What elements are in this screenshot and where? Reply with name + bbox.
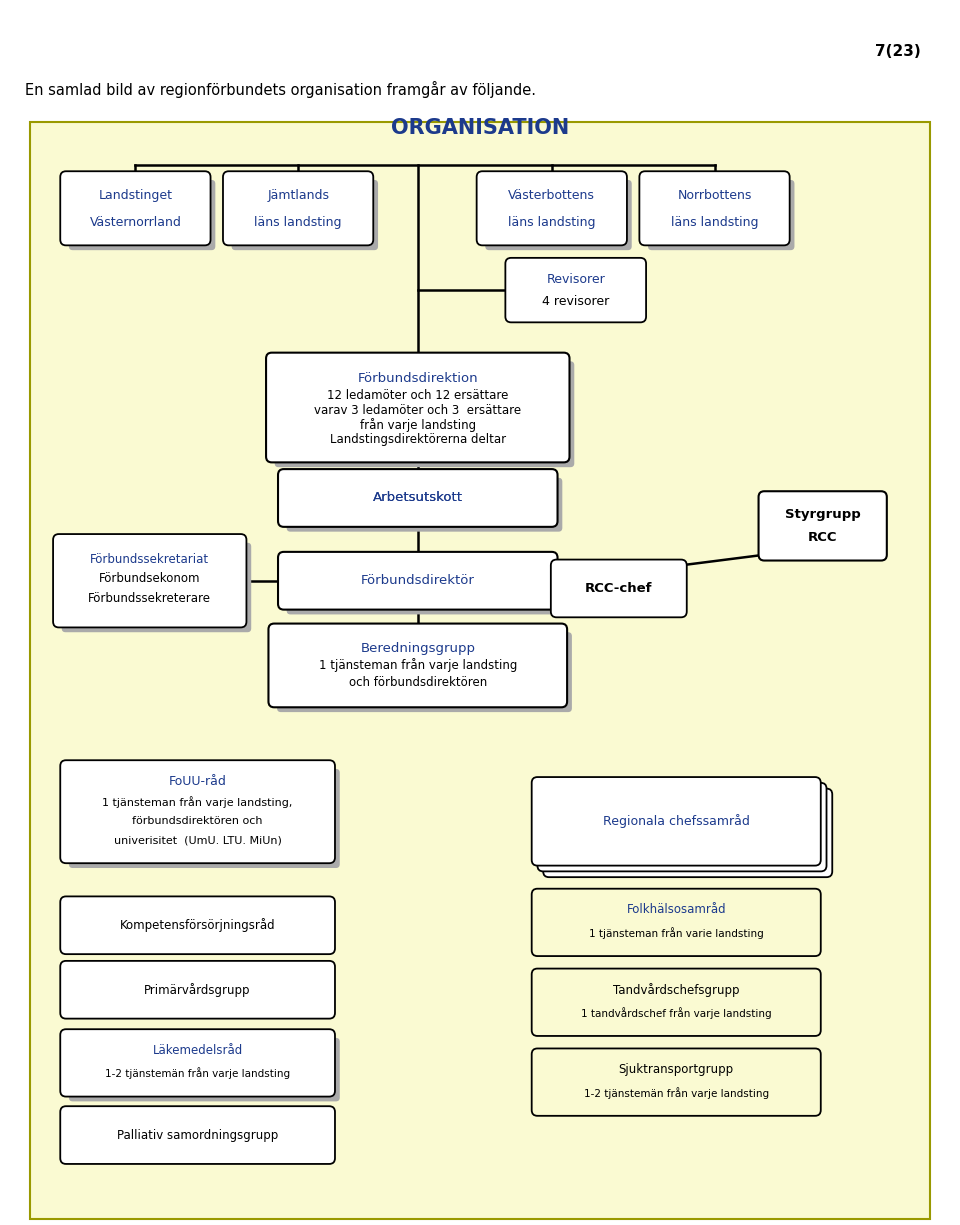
FancyBboxPatch shape [543,789,832,877]
Text: univerisitet  (UmU. LTU. MiUn): univerisitet (UmU. LTU. MiUn) [113,835,281,845]
Text: Västernorrland: Västernorrland [89,217,181,229]
FancyBboxPatch shape [223,172,373,245]
FancyBboxPatch shape [69,769,340,869]
Text: En samlad bild av regionförbundets organisation framgår av följande.: En samlad bild av regionförbundets organ… [25,81,537,98]
FancyBboxPatch shape [61,543,252,632]
Text: 12 ledamöter och 12 ersättare: 12 ledamöter och 12 ersättare [327,388,509,402]
FancyBboxPatch shape [532,1049,821,1116]
Text: Förbundssekretariat: Förbundssekretariat [90,552,209,566]
Text: 7(23): 7(23) [875,44,921,59]
Text: 1-2 tjänstemän från varje landsting: 1-2 tjänstemän från varje landsting [105,1067,290,1079]
Text: Förbundsdirektion: Förbundsdirektion [357,372,478,385]
FancyBboxPatch shape [287,561,563,615]
Text: Landstinget: Landstinget [99,190,173,202]
FancyBboxPatch shape [60,1029,335,1096]
Text: Regionalt cancerråd: Regionalt cancerråd [623,811,741,824]
Text: Förbundsekonom: Förbundsekonom [99,572,201,586]
FancyBboxPatch shape [69,1038,340,1101]
FancyBboxPatch shape [758,491,887,561]
Text: och förbundsdirektören: och förbundsdirektören [348,676,487,690]
Text: varav 3 ledamöter och 3  ersättare: varav 3 ledamöter och 3 ersättare [314,404,521,416]
FancyBboxPatch shape [538,783,827,871]
Text: Västerbottens: Västerbottens [509,190,595,202]
FancyBboxPatch shape [278,469,558,527]
Text: 1 tjänsteman från varje landsting,: 1 tjänsteman från varje landsting, [103,796,293,808]
Text: förbundsdirektören och: förbundsdirektören och [132,816,263,827]
Text: 1 tjänsteman från varie landsting: 1 tjänsteman från varie landsting [588,927,763,938]
Text: läns landsting: läns landsting [508,217,595,229]
Text: Jämtlands: Jämtlands [267,190,329,202]
Text: Läkemedelsråd: Läkemedelsråd [153,1044,243,1057]
FancyBboxPatch shape [275,361,574,467]
FancyBboxPatch shape [287,478,563,532]
Text: Arbetsutskott: Arbetsutskott [372,491,463,505]
Text: Regionala chefssamråd: Regionala chefssamråd [603,815,750,828]
FancyBboxPatch shape [53,534,247,627]
FancyBboxPatch shape [60,897,335,954]
FancyBboxPatch shape [639,172,790,245]
FancyBboxPatch shape [532,777,821,866]
FancyBboxPatch shape [505,258,646,322]
Text: Kompetensförsörjningsråd: Kompetensförsörjningsråd [120,919,276,932]
Text: Tandvårdschefsgrupp: Tandvårdschefsgrupp [613,982,739,997]
Text: Sjuktransportgrupp: Sjuktransportgrupp [618,1063,733,1076]
Text: 1 tjänsteman från varje landsting: 1 tjänsteman från varje landsting [319,659,517,673]
FancyBboxPatch shape [532,888,821,956]
FancyBboxPatch shape [231,180,378,250]
Text: Primärvårdsgrupp: Primärvårdsgrupp [144,982,251,997]
FancyBboxPatch shape [485,180,632,250]
Text: Revisorer: Revisorer [546,273,605,285]
Text: Beredningsgrupp: Beredningsgrupp [360,642,475,654]
Text: 4 revisorer: 4 revisorer [542,295,610,309]
Text: Arbetsutskott: Arbetsutskott [372,491,463,505]
Text: Palliativ samordningsgrupp: Palliativ samordningsgrupp [117,1128,278,1142]
FancyBboxPatch shape [532,969,821,1036]
FancyBboxPatch shape [60,761,335,864]
FancyBboxPatch shape [551,560,686,617]
FancyBboxPatch shape [266,353,569,462]
Text: läns landsting: läns landsting [254,217,342,229]
Text: 1 tandvårdschef från varje landsting: 1 tandvårdschef från varje landsting [581,1007,772,1019]
FancyBboxPatch shape [269,624,567,707]
FancyBboxPatch shape [277,632,572,712]
Text: RCC-chef: RCC-chef [585,582,653,595]
Text: Förbundssekreterare: Förbundssekreterare [88,592,211,605]
FancyBboxPatch shape [278,552,558,610]
Text: Landstingsdirektörerna deltar: Landstingsdirektörerna deltar [329,432,506,446]
Text: Norrbottens: Norrbottens [678,190,752,202]
Text: FoUU-råd: FoUU-råd [169,775,227,789]
Text: Folkhälsosamråd: Folkhälsosamråd [627,903,726,916]
FancyBboxPatch shape [30,121,930,1219]
Text: 1-2 tjänstemän från varje landsting: 1-2 tjänstemän från varje landsting [584,1087,769,1099]
FancyBboxPatch shape [648,180,795,250]
Text: ORGANISATION: ORGANISATION [391,118,569,137]
FancyBboxPatch shape [477,172,627,245]
FancyBboxPatch shape [60,1106,335,1164]
Text: från varje landsting: från varje landsting [360,418,476,432]
Text: RCC: RCC [808,530,837,544]
Text: läns landsting: läns landsting [671,217,758,229]
Text: Förbundsdirektör: Förbundsdirektör [361,575,474,587]
Text: Styrgrupp: Styrgrupp [785,508,860,521]
FancyBboxPatch shape [60,960,335,1019]
FancyBboxPatch shape [60,172,210,245]
FancyBboxPatch shape [69,180,215,250]
